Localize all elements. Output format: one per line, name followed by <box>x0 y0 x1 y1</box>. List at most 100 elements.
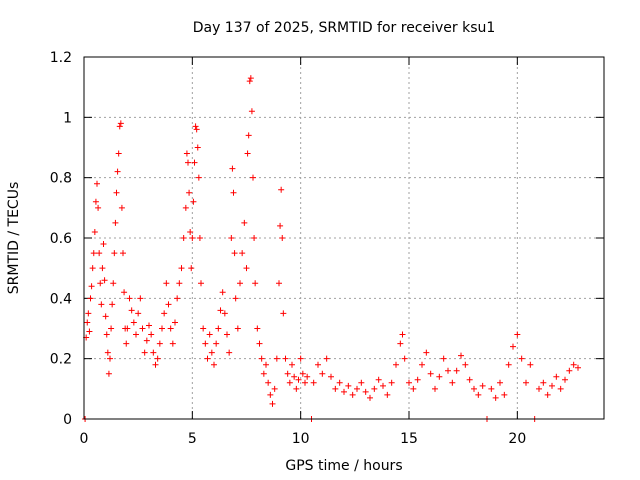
data-point <box>193 126 200 133</box>
data-point <box>146 322 152 329</box>
data-point <box>152 361 159 368</box>
data-point <box>336 379 343 386</box>
data-point <box>566 367 573 374</box>
data-point <box>217 307 224 314</box>
data-point <box>86 328 93 335</box>
data-point <box>103 331 110 338</box>
data-point <box>178 265 185 272</box>
data-point <box>101 277 108 284</box>
data-point <box>198 280 204 287</box>
data-point <box>117 120 124 127</box>
data-point <box>229 165 236 172</box>
data-point <box>96 250 103 257</box>
chart-title: Day 137 of 2025, SRMTID for receiver ksu… <box>193 20 496 36</box>
data-point <box>557 385 564 392</box>
data-point <box>156 340 163 347</box>
data-point <box>99 265 106 272</box>
data-point <box>258 355 265 362</box>
x-tick-label: 15 <box>400 431 418 447</box>
data-point <box>269 400 276 407</box>
data-point <box>419 361 425 368</box>
data-point <box>190 198 197 205</box>
data-point <box>449 379 456 386</box>
data-point <box>159 325 165 332</box>
data-point <box>367 394 373 401</box>
data-point <box>380 382 386 389</box>
data-point <box>562 376 568 383</box>
data-point <box>239 250 246 257</box>
data-point <box>523 379 529 386</box>
data-point <box>163 280 170 287</box>
data-point <box>202 340 209 347</box>
data-point <box>466 376 473 383</box>
data-point <box>169 340 176 347</box>
data-point <box>211 361 217 368</box>
data-point <box>247 75 254 82</box>
data-point <box>362 388 369 395</box>
data-point <box>248 108 255 115</box>
data-point <box>445 367 451 374</box>
data-point <box>167 325 174 332</box>
data-point <box>84 319 91 326</box>
y-tick-label: 0.4 <box>50 291 72 307</box>
data-point <box>423 349 430 356</box>
data-point <box>206 331 213 338</box>
data-point <box>186 189 193 196</box>
data-point <box>228 235 235 241</box>
data-point <box>393 361 399 368</box>
data-point <box>488 385 495 392</box>
data-point <box>221 310 228 317</box>
data-point <box>323 355 330 362</box>
data-point <box>453 367 460 374</box>
data-point <box>492 394 499 401</box>
data-point <box>107 355 113 362</box>
plot-frame <box>83 56 605 420</box>
data-point <box>120 250 126 257</box>
data-point <box>462 361 469 368</box>
data-point <box>345 382 352 389</box>
data-point <box>123 340 130 347</box>
data-point <box>252 280 259 287</box>
data-point <box>358 379 365 386</box>
data-point <box>260 370 267 377</box>
y-tick-label: 1.2 <box>50 50 72 66</box>
data-point <box>94 180 100 187</box>
data-point <box>458 352 464 359</box>
data-point <box>141 349 148 356</box>
data-point <box>161 310 168 317</box>
data-point <box>263 361 269 368</box>
data-point <box>278 186 285 193</box>
data-point <box>284 370 291 377</box>
data-point <box>475 391 482 398</box>
data-point <box>375 376 382 383</box>
data-point <box>310 379 317 386</box>
data-point <box>332 385 339 392</box>
grid <box>84 57 604 419</box>
data-point <box>328 373 334 380</box>
data-point <box>282 355 289 362</box>
data-point <box>371 385 378 392</box>
data-point <box>250 174 256 181</box>
data-point <box>154 355 161 362</box>
data-point <box>191 159 198 166</box>
data-point <box>341 388 347 395</box>
data-point <box>276 280 282 287</box>
x-tick-label: 10 <box>292 431 310 447</box>
data-point <box>251 235 258 241</box>
data-point <box>110 280 117 287</box>
data-point <box>124 325 131 332</box>
data-point <box>254 325 261 332</box>
data-point <box>514 331 521 338</box>
data-point <box>349 391 356 398</box>
data-point <box>315 361 321 368</box>
data-point <box>150 349 157 356</box>
data-point <box>297 355 304 362</box>
x-axis-label: GPS time / hours <box>285 458 402 474</box>
data-point <box>126 295 133 302</box>
data-point <box>194 144 201 151</box>
data-point <box>215 325 222 332</box>
data-point <box>302 379 308 386</box>
data-point <box>112 219 119 226</box>
data-point <box>527 361 534 368</box>
data-point <box>185 159 191 166</box>
